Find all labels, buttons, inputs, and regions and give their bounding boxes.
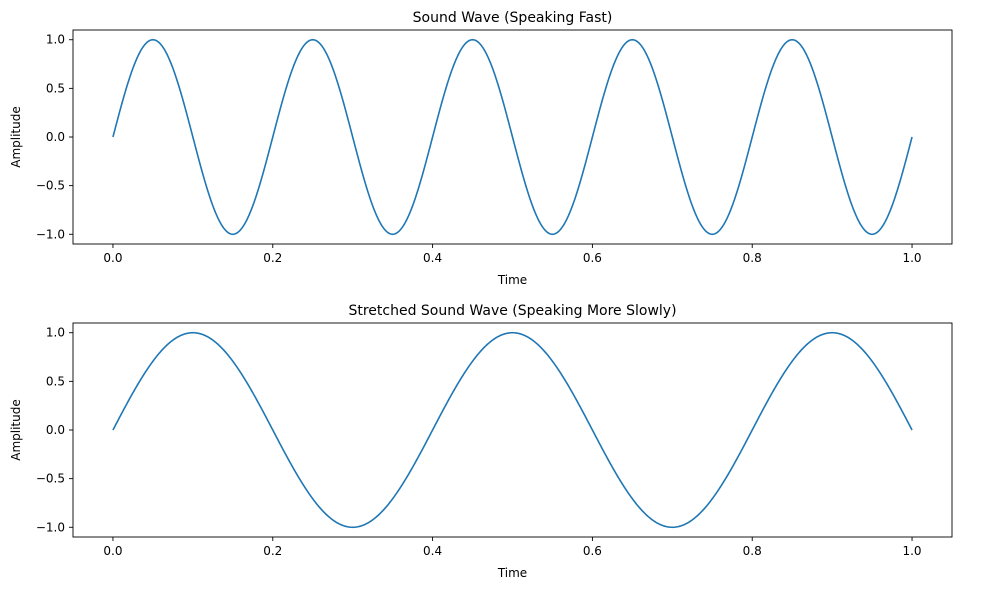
y-axis-label: Amplitude: [9, 106, 23, 168]
y-tick-label: 1.0: [46, 326, 65, 340]
x-tick-label: 1.0: [902, 251, 921, 265]
chart-title: Sound Wave (Speaking Fast): [413, 10, 613, 26]
x-tick-label: 0.2: [263, 251, 282, 265]
x-axis-label: Time: [497, 566, 527, 580]
x-tick-label: 1.0: [902, 544, 921, 558]
axes-frame: [72, 29, 953, 245]
y-tick-label: 0.0: [46, 423, 65, 437]
y-tick-label: −0.5: [36, 472, 65, 486]
axes-frame: [72, 322, 953, 538]
subplot-stretched-sound-wave: Stretched Sound Wave (Speaking More Slow…: [9, 303, 953, 580]
x-tick-label: 0.6: [583, 251, 602, 265]
series-line: [112, 331, 913, 529]
x-tick-label: 0.0: [103, 544, 122, 558]
x-tick-label: 0.2: [263, 544, 282, 558]
subplot-sound-wave-fast: Sound Wave (Speaking Fast) Time Amplitud…: [9, 10, 953, 287]
y-tick-label: 0.5: [46, 374, 65, 388]
x-tick-label: 0.4: [423, 544, 442, 558]
x-tick-label: 0.6: [583, 544, 602, 558]
y-tick-label: −1.0: [36, 227, 65, 241]
y-tick-label: 0.0: [46, 130, 65, 144]
y-axis-label: Amplitude: [9, 399, 23, 461]
y-tick-label: −1.0: [36, 520, 65, 534]
x-tick-label: 0.4: [423, 251, 442, 265]
x-tick-label: 0.0: [103, 251, 122, 265]
chart-title: Stretched Sound Wave (Speaking More Slow…: [348, 303, 676, 319]
x-tick-label: 0.8: [743, 544, 762, 558]
y-tick-label: 0.5: [46, 81, 65, 95]
x-axis-label: Time: [497, 273, 527, 287]
y-tick-label: −0.5: [36, 179, 65, 193]
y-tick-label: 1.0: [46, 33, 65, 47]
series-line: [112, 38, 913, 236]
x-tick-label: 0.8: [743, 251, 762, 265]
